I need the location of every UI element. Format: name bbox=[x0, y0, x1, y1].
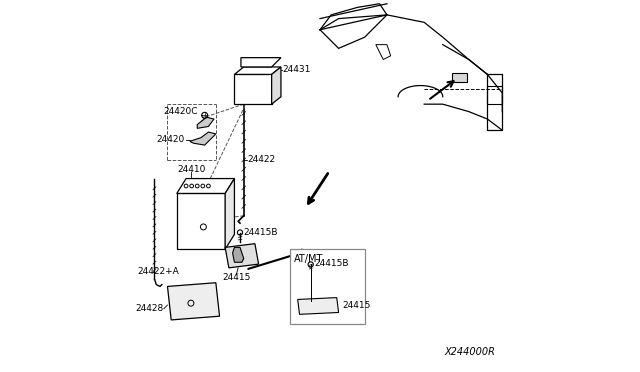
Polygon shape bbox=[298, 298, 339, 314]
Text: 24415B: 24415B bbox=[244, 228, 278, 237]
Polygon shape bbox=[190, 132, 216, 145]
Text: AT/MT: AT/MT bbox=[294, 254, 323, 263]
Polygon shape bbox=[232, 247, 244, 262]
Bar bbox=[291, 249, 365, 324]
Text: 24422+A: 24422+A bbox=[138, 267, 179, 276]
Text: 24428: 24428 bbox=[136, 304, 164, 313]
Polygon shape bbox=[225, 244, 259, 268]
Text: 24431: 24431 bbox=[283, 65, 311, 74]
Polygon shape bbox=[376, 45, 390, 60]
Polygon shape bbox=[271, 67, 281, 104]
Bar bbox=[234, 74, 271, 104]
Bar bbox=[488, 86, 502, 104]
Polygon shape bbox=[168, 283, 220, 320]
Polygon shape bbox=[225, 179, 234, 249]
Text: 24410: 24410 bbox=[177, 165, 205, 174]
Text: 24422: 24422 bbox=[248, 155, 276, 164]
Polygon shape bbox=[177, 179, 234, 193]
Polygon shape bbox=[234, 67, 281, 74]
Bar bbox=[177, 193, 225, 249]
Text: 24415: 24415 bbox=[222, 273, 250, 282]
Bar bbox=[452, 73, 467, 82]
Text: 24420: 24420 bbox=[156, 135, 184, 144]
Text: 24420C: 24420C bbox=[164, 107, 198, 116]
Text: 24415: 24415 bbox=[342, 301, 371, 310]
Text: 24415B: 24415B bbox=[314, 259, 349, 268]
Polygon shape bbox=[197, 117, 214, 128]
Text: X244000R: X244000R bbox=[444, 347, 495, 357]
Polygon shape bbox=[241, 58, 281, 67]
